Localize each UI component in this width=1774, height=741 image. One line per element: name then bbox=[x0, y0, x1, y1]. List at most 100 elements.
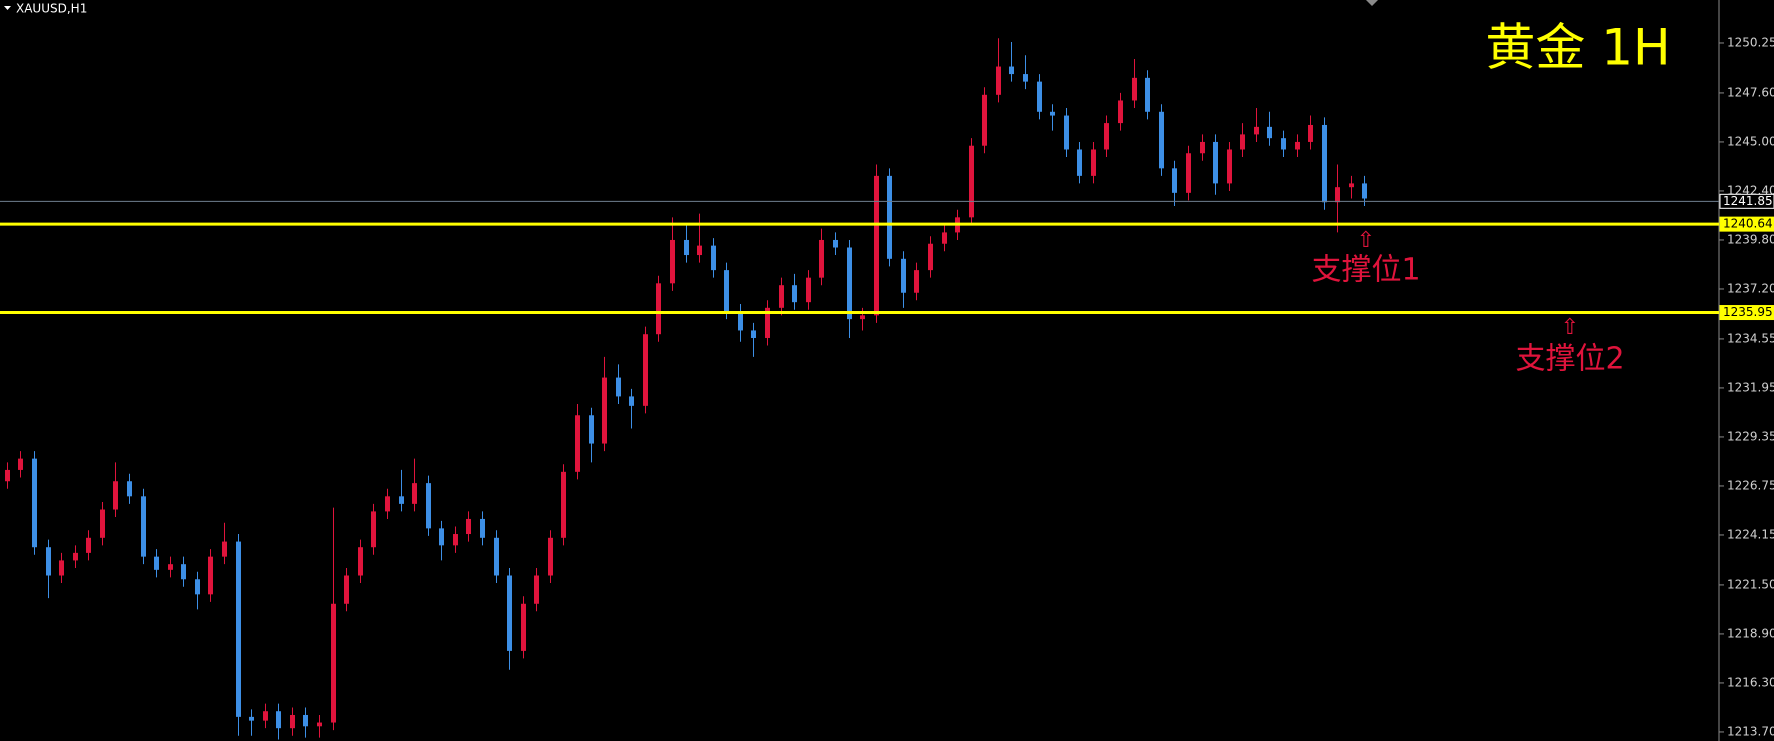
candle-body bbox=[168, 564, 173, 570]
candle-body bbox=[426, 483, 431, 529]
candle-body bbox=[779, 285, 784, 308]
candle-body bbox=[1200, 141, 1205, 154]
candle-body bbox=[819, 239, 824, 278]
candle-body bbox=[521, 603, 526, 651]
candle-body bbox=[887, 175, 892, 259]
candle-body bbox=[860, 315, 865, 320]
shift-marker bbox=[1366, 0, 1378, 6]
candle-body bbox=[589, 415, 594, 444]
candle-body bbox=[195, 579, 200, 595]
plot-area bbox=[5, 38, 1367, 740]
annotation: 支撑位1 bbox=[1311, 253, 1420, 288]
annotation: 支撑位2 bbox=[1515, 342, 1624, 377]
candle-body bbox=[1104, 123, 1109, 150]
arrow-up: ⇧ bbox=[1561, 315, 1579, 340]
candle-body bbox=[46, 547, 51, 576]
candle-body bbox=[928, 243, 933, 271]
candle-body bbox=[629, 396, 634, 406]
candle-body bbox=[942, 232, 947, 244]
candle-body bbox=[5, 469, 10, 482]
candle-body bbox=[1213, 141, 1218, 184]
candle-body bbox=[1132, 77, 1137, 101]
y-tick-label: 1224.15 bbox=[1727, 527, 1774, 541]
candle-body bbox=[670, 239, 675, 284]
candle-body bbox=[480, 518, 485, 538]
candle-body bbox=[792, 285, 797, 303]
candle-body bbox=[412, 483, 417, 504]
candle-body bbox=[982, 94, 987, 146]
candle-body bbox=[847, 247, 852, 320]
candle-body bbox=[331, 603, 336, 723]
y-tick-label: 1234.55 bbox=[1727, 331, 1774, 345]
candle-body bbox=[1349, 183, 1354, 188]
candle-body bbox=[181, 564, 186, 580]
candle-body bbox=[290, 714, 295, 729]
candle-body bbox=[1308, 124, 1313, 142]
candle-body bbox=[1267, 126, 1272, 139]
y-tick-label: 1237.20 bbox=[1727, 281, 1774, 295]
candle-body bbox=[371, 511, 376, 548]
candle-body bbox=[303, 714, 308, 727]
level-price-box bbox=[1719, 305, 1774, 321]
candle-body bbox=[1362, 183, 1367, 199]
candle-body bbox=[1295, 141, 1300, 150]
candle-body bbox=[494, 537, 499, 576]
candle-body bbox=[73, 552, 78, 561]
candle-body bbox=[738, 311, 743, 331]
candle-body bbox=[1091, 149, 1096, 176]
candle-body bbox=[317, 722, 322, 727]
level-price-label: 1235.95 bbox=[1723, 305, 1773, 319]
level-price-label: 1241.85 bbox=[1723, 194, 1773, 208]
candle-body bbox=[141, 496, 146, 557]
candle-body bbox=[684, 239, 689, 256]
candle-body bbox=[1322, 124, 1327, 203]
candle-body bbox=[86, 537, 91, 553]
candle-body bbox=[1240, 134, 1245, 150]
y-tick-label: 1226.75 bbox=[1727, 478, 1774, 492]
candle-body bbox=[222, 541, 227, 557]
candle-body bbox=[113, 481, 118, 510]
candle-body bbox=[561, 471, 566, 538]
candle-body bbox=[399, 496, 404, 504]
candle-body bbox=[507, 575, 512, 651]
candle-body bbox=[385, 496, 390, 512]
y-tick-label: 1213.70 bbox=[1727, 724, 1774, 738]
candle-body bbox=[1254, 126, 1259, 135]
candle-body bbox=[751, 330, 756, 338]
candle-body bbox=[466, 518, 471, 535]
candle-body bbox=[697, 245, 702, 256]
candle-body bbox=[1009, 66, 1014, 75]
candle-body bbox=[453, 534, 458, 546]
candle-body bbox=[602, 377, 607, 444]
candle-body bbox=[358, 547, 363, 576]
y-tick-label: 1216.30 bbox=[1727, 675, 1774, 689]
candle-body bbox=[1145, 77, 1150, 112]
level-price-label: 1240.64 bbox=[1723, 217, 1773, 231]
candle-body bbox=[901, 258, 906, 293]
candle-body bbox=[616, 377, 621, 397]
candle-body bbox=[32, 458, 37, 548]
y-tick-label: 1218.90 bbox=[1727, 626, 1774, 640]
menu-triangle[interactable] bbox=[4, 6, 11, 10]
candle-body bbox=[534, 575, 539, 604]
candle-body bbox=[1050, 111, 1055, 116]
candle-body bbox=[439, 528, 444, 546]
candle-body bbox=[1281, 138, 1286, 150]
candle-body bbox=[656, 283, 661, 335]
candle-body bbox=[100, 509, 105, 538]
y-tick-label: 1239.80 bbox=[1727, 232, 1774, 246]
candle-body bbox=[154, 556, 159, 570]
y-tick-label: 1221.50 bbox=[1727, 577, 1774, 591]
candle-body bbox=[236, 541, 241, 717]
candle-body bbox=[1335, 187, 1340, 203]
candle-body bbox=[548, 537, 553, 576]
candle-body bbox=[1023, 74, 1028, 82]
candle-body bbox=[1037, 81, 1042, 112]
candle-body bbox=[1064, 115, 1069, 150]
candle-body bbox=[996, 66, 1001, 95]
y-tick-label: 1245.00 bbox=[1727, 134, 1774, 148]
y-tick-label: 1250.25 bbox=[1727, 35, 1774, 49]
candle-body bbox=[724, 270, 729, 312]
